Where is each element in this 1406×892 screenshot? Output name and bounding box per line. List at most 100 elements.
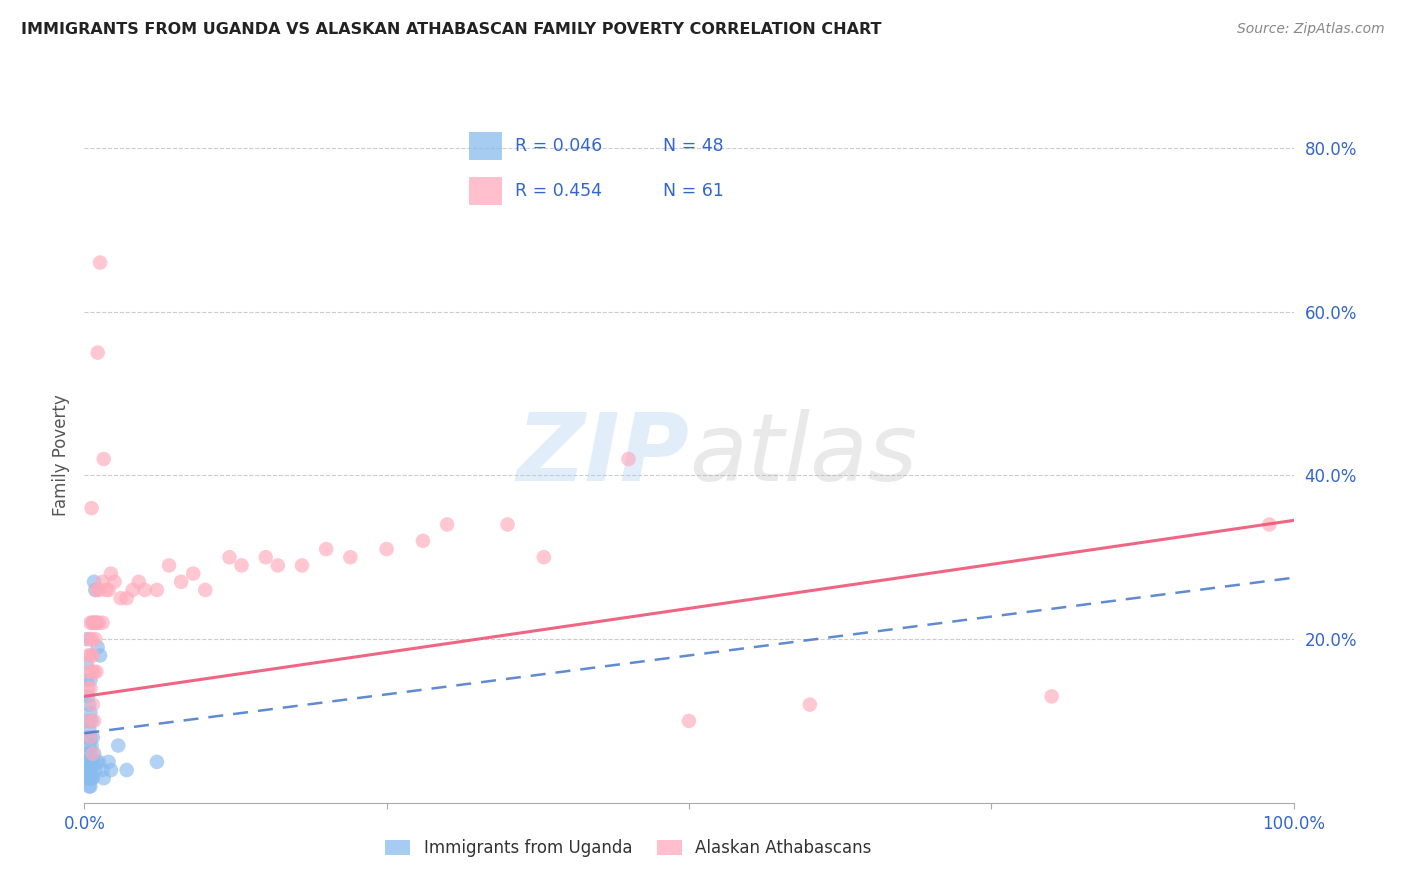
- Point: [115, 591, 138, 606]
- Point: [86, 345, 108, 359]
- Point: [134, 582, 156, 597]
- Point: [82, 755, 104, 769]
- Point: [110, 591, 132, 606]
- Point: [86, 615, 108, 630]
- Point: [77, 698, 100, 712]
- Point: [86, 665, 108, 679]
- Point: [93, 452, 115, 467]
- Point: [315, 542, 337, 557]
- Point: [83, 747, 105, 761]
- Point: [89, 648, 111, 663]
- Y-axis label: Family Poverty: Family Poverty: [52, 394, 70, 516]
- Legend: Immigrants from Uganda, Alaskan Athabascans: Immigrants from Uganda, Alaskan Athabasc…: [378, 833, 879, 864]
- Point: [82, 648, 104, 663]
- Point: [100, 566, 122, 581]
- Text: IMMIGRANTS FROM UGANDA VS ALASKAN ATHABASCAN FAMILY POVERTY CORRELATION CHART: IMMIGRANTS FROM UGANDA VS ALASKAN ATHABA…: [21, 22, 882, 37]
- Point: [121, 582, 143, 597]
- Point: [79, 763, 101, 777]
- Point: [91, 615, 114, 630]
- Point: [77, 771, 100, 785]
- Point: [291, 558, 314, 573]
- Point: [80, 632, 103, 646]
- Point: [77, 632, 100, 646]
- Point: [1040, 690, 1063, 704]
- Point: [79, 681, 101, 696]
- Point: [79, 780, 101, 794]
- Text: atlas: atlas: [689, 409, 917, 500]
- Point: [79, 747, 101, 761]
- Point: [375, 542, 398, 557]
- Point: [82, 698, 104, 712]
- Point: [77, 665, 100, 679]
- Point: [77, 681, 100, 696]
- Point: [84, 632, 107, 646]
- Text: ZIP: ZIP: [516, 409, 689, 501]
- Point: [82, 731, 104, 745]
- Point: [77, 780, 100, 794]
- Point: [617, 452, 640, 467]
- Point: [82, 771, 104, 785]
- Point: [218, 550, 240, 565]
- Point: [678, 714, 700, 728]
- Point: [83, 714, 105, 728]
- Point: [82, 747, 104, 761]
- Text: Source: ZipAtlas.com: Source: ZipAtlas.com: [1237, 22, 1385, 37]
- Point: [97, 755, 120, 769]
- Point: [100, 763, 122, 777]
- Point: [157, 558, 180, 573]
- Point: [79, 731, 101, 745]
- Point: [436, 517, 458, 532]
- Point: [107, 739, 129, 753]
- Point: [79, 706, 101, 720]
- Point: [181, 566, 204, 581]
- Point: [80, 739, 103, 753]
- Point: [77, 722, 100, 736]
- Point: [496, 517, 519, 532]
- Point: [128, 574, 150, 589]
- Point: [82, 615, 104, 630]
- Point: [77, 747, 100, 761]
- Point: [91, 763, 114, 777]
- Point: [77, 731, 100, 745]
- Point: [77, 771, 100, 785]
- Point: [87, 582, 110, 597]
- Point: [76, 657, 98, 671]
- Point: [170, 574, 193, 589]
- Point: [82, 615, 104, 630]
- Point: [77, 763, 100, 777]
- Point: [79, 731, 101, 745]
- Point: [77, 739, 100, 753]
- Point: [87, 615, 110, 630]
- Point: [254, 550, 277, 565]
- Point: [83, 665, 105, 679]
- Point: [79, 615, 101, 630]
- Point: [194, 582, 217, 597]
- Point: [339, 550, 361, 565]
- Point: [77, 714, 100, 728]
- Point: [86, 755, 108, 769]
- Point: [86, 640, 108, 655]
- Point: [94, 582, 117, 597]
- Point: [104, 574, 127, 589]
- Point: [80, 501, 103, 516]
- Point: [79, 673, 101, 687]
- Point: [77, 714, 100, 728]
- Point: [97, 582, 120, 597]
- Point: [84, 763, 107, 777]
- Point: [80, 755, 103, 769]
- Point: [91, 574, 114, 589]
- Point: [77, 648, 100, 663]
- Point: [76, 673, 98, 687]
- Point: [76, 632, 98, 646]
- Point: [86, 582, 108, 597]
- Point: [412, 533, 434, 548]
- Point: [79, 648, 101, 663]
- Point: [146, 755, 169, 769]
- Point: [77, 763, 100, 777]
- Point: [77, 690, 100, 704]
- Point: [267, 558, 290, 573]
- Point: [84, 582, 107, 597]
- Point: [80, 714, 103, 728]
- Point: [83, 615, 105, 630]
- Point: [80, 771, 103, 785]
